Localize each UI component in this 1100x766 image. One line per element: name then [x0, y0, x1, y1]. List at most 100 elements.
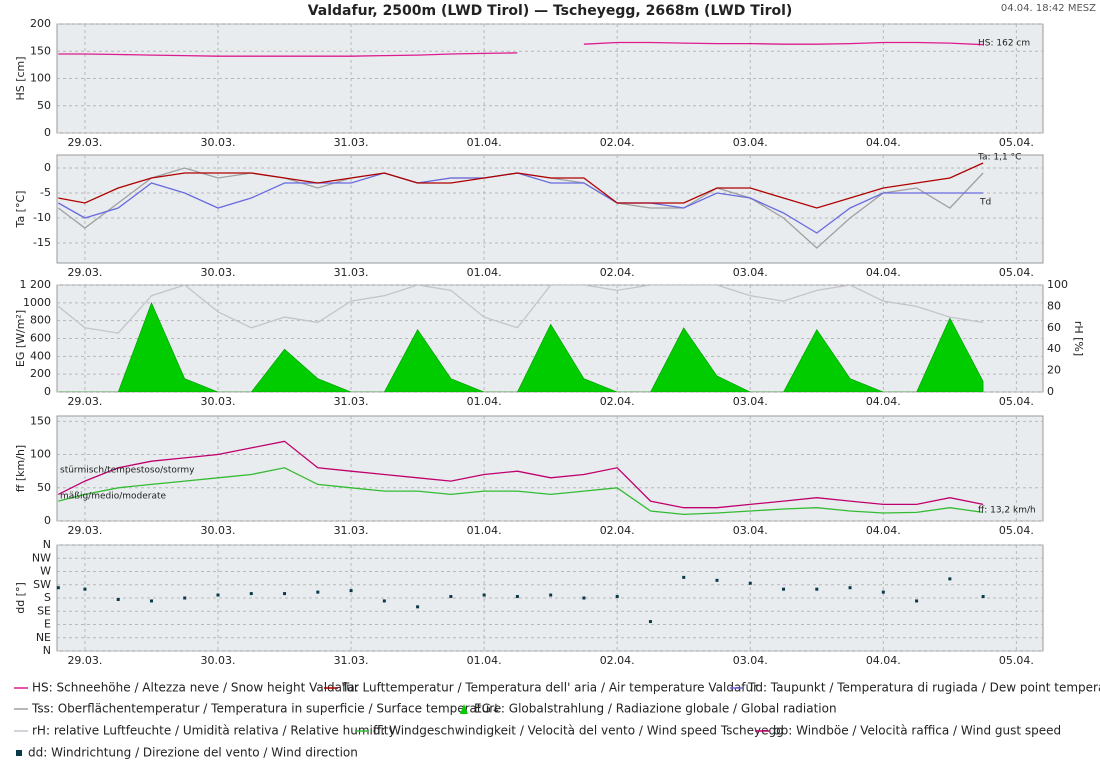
y-tick-label: 0 — [44, 126, 51, 139]
y-tick-label: -10 — [33, 211, 51, 224]
x-tick-label: 01.04. — [467, 524, 502, 537]
x-tick-label: 04.04. — [866, 524, 901, 537]
x-tick-label: 03.04. — [733, 395, 768, 408]
legend-label: bb: Windböe / Velocità raffica / Wind gu… — [773, 724, 1061, 738]
y2-tick-label: 80 — [1047, 299, 1061, 312]
x-tick-label: 01.04. — [467, 395, 502, 408]
series-point — [449, 595, 453, 599]
x-tick-label: 04.04. — [866, 395, 901, 408]
x-tick-label: 31.03. — [334, 395, 369, 408]
series-point — [948, 577, 952, 581]
y-tick-label: NW — [32, 551, 51, 564]
y-tick-label: SW — [33, 578, 51, 591]
x-tick-label: 01.04. — [467, 654, 502, 667]
series-point — [515, 595, 519, 599]
x-tick-label: 02.04. — [600, 266, 635, 279]
series-point — [615, 595, 619, 599]
series-point — [83, 587, 87, 591]
timestamp: 04.04. 18:42 MESZ — [1001, 3, 1096, 14]
annotation: mäßig/medio/moderate — [60, 492, 167, 502]
x-tick-label: 02.04. — [600, 395, 635, 408]
x-tick-label: 05.04. — [999, 524, 1034, 537]
series-point — [116, 597, 120, 601]
x-tick-label: 05.04. — [999, 266, 1034, 279]
y-axis-label: Ta [°C] — [14, 191, 27, 229]
y-tick-label: 100 — [30, 72, 51, 85]
x-tick-label: 01.04. — [467, 136, 502, 149]
x-tick-label: 31.03. — [334, 136, 369, 149]
x-tick-label: 04.04. — [866, 654, 901, 667]
legend-label: EG↓: Globalstrahlung / Radiazione global… — [474, 702, 837, 716]
legend-label: Td: Taupunkt / Temperatura di rugiada / … — [747, 681, 1100, 695]
y2-axis-label: rH [%] — [1072, 321, 1085, 356]
y-axis-label: HS [cm] — [14, 56, 27, 100]
series-point — [582, 596, 586, 600]
y-tick-label: 200 — [30, 17, 51, 30]
y-tick-label: N — [43, 644, 51, 657]
x-tick-label: 29.03. — [67, 136, 102, 149]
x-tick-label: 02.04. — [600, 524, 635, 537]
x-tick-label: 30.03. — [201, 654, 236, 667]
series-point — [482, 593, 486, 597]
y-tick-label: E — [44, 618, 51, 631]
series-line — [58, 162, 984, 209]
series-point — [149, 599, 153, 603]
series-point — [648, 620, 652, 624]
legend-label: HS: Schneehöhe / Altezza neve / Snow hei… — [32, 681, 359, 695]
plot-area — [56, 154, 1044, 264]
series-line — [57, 285, 984, 334]
x-tick-label: 30.03. — [201, 524, 236, 537]
y-tick-label: N — [43, 538, 51, 551]
legend-label: dd: Windrichtung / Direzione del vento /… — [28, 746, 358, 760]
y-tick-label: 1 200 — [20, 278, 52, 291]
y-axis-label: EG [W/m²] — [14, 310, 27, 367]
y-tick-label: W — [40, 565, 51, 578]
legend-label: Ta: Lufttemperatur / Temperatura dell' a… — [341, 681, 758, 695]
y-tick-label: -5 — [40, 186, 51, 199]
x-tick-label: 29.03. — [67, 395, 102, 408]
y-tick-label: 50 — [37, 481, 51, 494]
plot-area — [56, 415, 1044, 522]
series-point — [915, 599, 919, 603]
x-tick-label: 31.03. — [334, 654, 369, 667]
y-tick-label: 800 — [30, 314, 51, 327]
annotation: Td — [979, 198, 991, 208]
series-point — [748, 581, 752, 585]
y2-tick-label: 40 — [1047, 342, 1061, 355]
series-point — [56, 586, 60, 590]
series-point — [782, 587, 786, 591]
y-tick-label: 150 — [30, 414, 51, 427]
y-tick-label: 400 — [30, 349, 51, 362]
series-point — [249, 592, 253, 596]
series-line — [58, 440, 984, 509]
annotation: ff: 13,2 km/h — [978, 506, 1036, 516]
x-tick-label: 04.04. — [866, 136, 901, 149]
y-axis-label: ff [km/h] — [14, 445, 27, 492]
legend-symbol — [460, 704, 468, 714]
series-point — [682, 575, 686, 579]
page-title: Valdafur, 2500m (LWD Tirol) — Tscheyegg,… — [308, 3, 793, 19]
series-point — [216, 593, 220, 597]
x-tick-label: 29.03. — [67, 266, 102, 279]
x-tick-label: 02.04. — [600, 136, 635, 149]
x-tick-label: 03.04. — [733, 266, 768, 279]
series-point — [416, 605, 420, 609]
y-tick-label: 200 — [30, 367, 51, 380]
series-point — [316, 590, 320, 594]
y-tick-label: 600 — [30, 332, 51, 345]
legend-label: rH: relative Luftfeuchte / Umidità relat… — [32, 724, 396, 738]
y2-tick-label: 60 — [1047, 321, 1061, 334]
y2-tick-label: 20 — [1047, 364, 1061, 377]
series-point — [848, 586, 852, 590]
x-tick-label: 29.03. — [67, 654, 102, 667]
annotation: stürmisch/tempestoso/stormy — [60, 466, 195, 476]
legend-label: Tss: Oberflächentemperatur / Temperatura… — [31, 702, 501, 716]
x-tick-label: 02.04. — [600, 654, 635, 667]
y-tick-label: 0 — [44, 161, 51, 174]
series-point — [549, 593, 553, 597]
x-tick-label: 31.03. — [334, 266, 369, 279]
y-tick-label: S — [44, 591, 51, 604]
y2-tick-label: 0 — [1047, 385, 1054, 398]
series-point — [382, 599, 386, 603]
y-tick-label: 50 — [37, 99, 51, 112]
